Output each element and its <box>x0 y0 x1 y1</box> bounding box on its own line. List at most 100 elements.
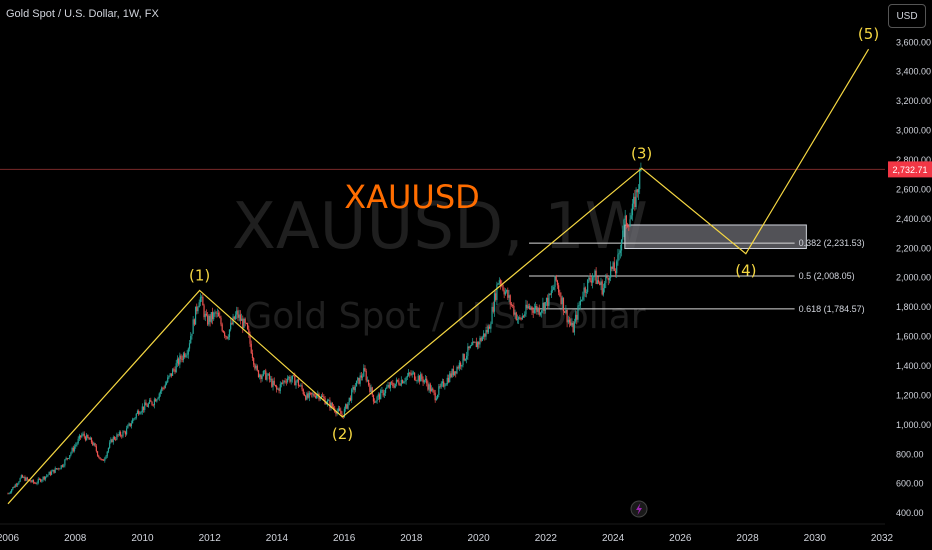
candle-body <box>418 375 421 382</box>
candle-body <box>271 378 273 387</box>
candle-body <box>605 276 607 284</box>
candle-body <box>29 479 31 482</box>
candle-body <box>314 396 316 398</box>
x-tick-label: 2032 <box>871 533 894 544</box>
candle-body <box>322 395 324 397</box>
candle-body <box>12 487 14 490</box>
candle-body <box>15 484 18 486</box>
candle-body <box>415 379 417 381</box>
candle-body <box>446 377 448 385</box>
candle-body <box>485 330 487 337</box>
candle-body <box>550 290 552 295</box>
candle-body <box>140 411 142 414</box>
candle-body <box>476 341 479 348</box>
candle-body <box>84 436 87 441</box>
candle-body <box>345 404 347 409</box>
candle-body <box>470 345 473 346</box>
lightning-icon <box>630 500 648 518</box>
candle-body <box>78 435 80 439</box>
candle-body <box>325 403 327 405</box>
x-tick-label: 2016 <box>333 533 356 544</box>
y-tick-label: 800.00 <box>896 449 924 459</box>
candle-body <box>574 314 577 322</box>
candle-body <box>231 322 233 325</box>
candle-body <box>493 293 496 312</box>
candle-body <box>623 219 625 231</box>
candle-body <box>414 372 416 380</box>
candle-body <box>17 483 19 486</box>
candle-body <box>208 315 210 325</box>
y-tick-label: 2,400.00 <box>896 214 931 224</box>
candle-body <box>576 314 578 320</box>
candle-body <box>7 493 9 495</box>
candle-body <box>179 355 181 365</box>
candle-body <box>625 215 627 226</box>
candle-body <box>41 479 43 482</box>
candle-body <box>81 434 83 438</box>
candle-body <box>34 482 36 484</box>
candle-body <box>227 337 229 339</box>
candle-body <box>130 423 133 427</box>
fib-level-label: 0.618 (1,784.57) <box>799 304 865 314</box>
candle-body <box>498 280 500 284</box>
current-price-label: 2,732.71 <box>892 165 927 175</box>
candle-body <box>158 393 160 398</box>
candle-body <box>123 431 125 433</box>
y-tick-label: 1,400.00 <box>896 361 931 371</box>
candle-body <box>364 368 366 371</box>
candle-body <box>510 304 513 305</box>
y-tick-label: 3,200.00 <box>896 96 931 106</box>
candle-body <box>537 307 539 312</box>
candle-body <box>80 435 82 438</box>
x-tick-label: 2024 <box>602 533 625 544</box>
candle-body <box>26 477 28 480</box>
candle-body <box>533 308 536 313</box>
candle-body <box>93 443 95 446</box>
candle-body <box>92 442 94 446</box>
candle-body <box>600 281 602 285</box>
candle-body <box>326 400 329 404</box>
candle-body <box>43 476 45 480</box>
candle-body <box>89 437 91 440</box>
candle-body <box>156 399 158 402</box>
candle-body <box>637 188 640 193</box>
candle-body <box>135 413 137 418</box>
candle-body <box>132 419 134 424</box>
candle-body <box>475 341 477 348</box>
candle-body <box>221 324 223 331</box>
candle-body <box>125 428 128 435</box>
candle-body <box>547 297 549 306</box>
candle-body <box>286 378 289 383</box>
candle-body <box>601 281 603 295</box>
candle-body <box>403 381 405 384</box>
candle-body <box>257 370 260 378</box>
current-price-tag <box>888 161 932 178</box>
candle-body <box>544 302 546 311</box>
candle-body <box>566 309 568 323</box>
candle-body <box>355 380 358 387</box>
y-tick-label: 1,200.00 <box>896 390 931 400</box>
candle-body <box>531 306 533 311</box>
candle-body <box>343 408 346 418</box>
candle-body <box>186 354 188 356</box>
candle-body <box>20 475 22 479</box>
candle-body <box>150 400 152 402</box>
candle-body <box>66 458 68 459</box>
candle-body <box>467 346 469 356</box>
candle-body <box>27 479 30 481</box>
candle-body <box>612 262 614 269</box>
candle-body <box>146 405 148 407</box>
candle-body <box>95 446 97 452</box>
candle-body <box>303 394 306 396</box>
candle-body <box>64 459 66 466</box>
candle-body <box>399 384 401 386</box>
candle-body <box>549 293 551 295</box>
candle-body <box>409 372 411 374</box>
candle-body <box>205 313 208 316</box>
candle-body <box>341 413 343 416</box>
x-tick-label: 2012 <box>199 533 222 544</box>
candle-body <box>393 386 395 388</box>
currency-button[interactable]: USD <box>888 4 926 28</box>
candle-body <box>167 377 169 383</box>
